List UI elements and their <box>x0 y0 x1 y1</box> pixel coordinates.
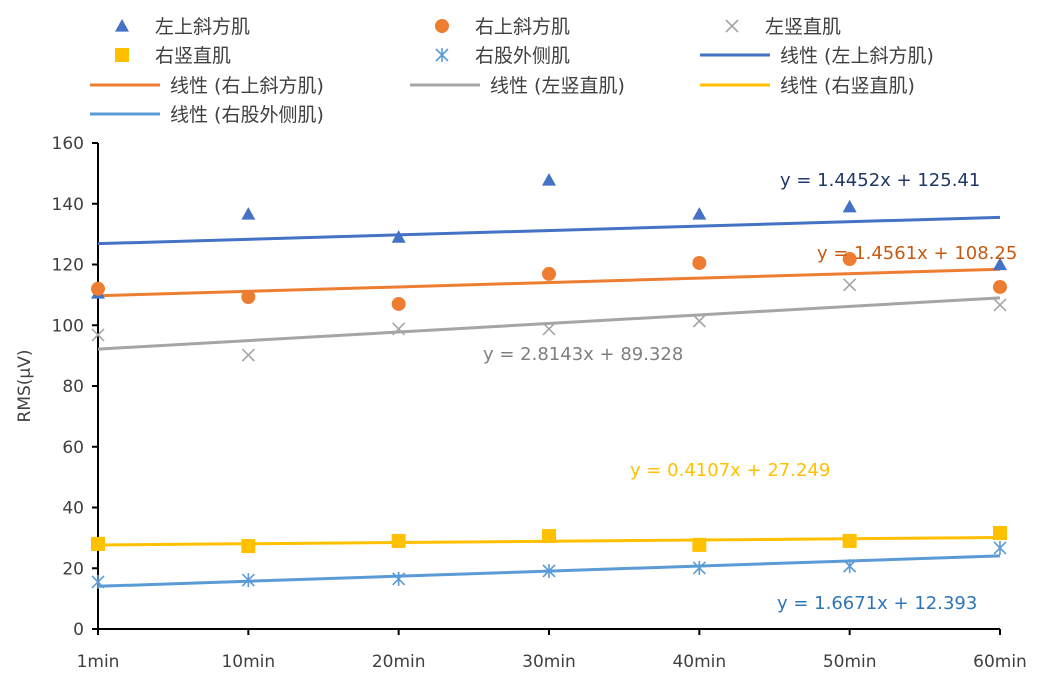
data-point-s2-3 <box>391 296 406 311</box>
trendline-equation: y = 0.4107x + 27.249 <box>630 460 830 481</box>
data-point-s2-4 <box>542 266 556 281</box>
legend-marker <box>115 19 129 32</box>
trendline-equation: y = 1.4561x + 108.25 <box>817 243 1017 264</box>
y-tick-label: 40 <box>62 499 84 519</box>
x-tick-label: 50min <box>823 652 877 672</box>
data-point-s4-2 <box>241 539 256 554</box>
data-point-s1-7 <box>993 257 1007 271</box>
data-point-s4-1 <box>91 536 105 551</box>
data-point-s2-6 <box>842 252 857 267</box>
x-tick-label: 10min <box>221 652 275 672</box>
trendline-equation: y = 2.8143x + 89.328 <box>483 344 683 365</box>
data-point-s4-7 <box>993 526 1007 541</box>
y-tick-label: 100 <box>52 316 84 336</box>
y-tick-label: 60 <box>62 438 84 458</box>
y-tick-label: 120 <box>52 256 84 276</box>
legend-label: 线性 (右竖直肌) <box>780 75 915 97</box>
data-point-s4-6 <box>842 533 857 548</box>
data-point-s3-4 <box>542 322 556 336</box>
y-axis-label: RMS(μV) <box>15 350 35 423</box>
trendline-equation: y = 1.6671x + 12.393 <box>777 593 977 614</box>
data-point-s4-4 <box>542 529 556 544</box>
data-point-s3-1 <box>91 328 105 342</box>
legend-label: 左竖直肌 <box>765 16 841 38</box>
data-point-s2-7 <box>993 279 1007 294</box>
data-point-s1-2 <box>241 207 256 220</box>
y-tick-label: 80 <box>62 377 84 397</box>
legend-label: 左上斜方肌 <box>155 16 250 38</box>
data-point-s3-2 <box>241 348 255 362</box>
legend-label: 右上斜方肌 <box>475 16 570 38</box>
data-point-s3-3 <box>392 322 406 336</box>
data-point-s5-4 <box>542 563 556 578</box>
data-point-s5-6 <box>843 559 857 574</box>
x-tick-label: 20min <box>372 652 426 672</box>
x-tick-label: 30min <box>522 652 576 672</box>
data-point-s1-3 <box>391 230 406 243</box>
legend-label: 线性 (左上斜方肌) <box>780 45 934 67</box>
data-point-s1-5 <box>692 207 707 220</box>
legend-label: 右股外侧肌 <box>475 45 570 67</box>
legend-marker <box>435 48 449 62</box>
trendline-3 <box>97 296 1001 351</box>
data-point-s4-5 <box>692 537 707 552</box>
legend-marker <box>115 48 129 62</box>
data-point-s3-5 <box>692 314 706 328</box>
trendline-equation: y = 1.4452x + 125.41 <box>780 170 980 191</box>
y-tick-label: 20 <box>62 559 84 579</box>
data-point-s2-1 <box>91 281 105 296</box>
data-point-s5-1 <box>91 574 105 589</box>
y-tick-label: 160 <box>52 134 84 154</box>
data-point-s5-7 <box>993 540 1007 555</box>
legend-marker <box>725 19 739 33</box>
legend-label: 线性 (左竖直肌) <box>490 75 625 97</box>
y-tick-label: 140 <box>52 195 84 215</box>
legend-label: 线性 (右上斜方肌) <box>170 75 324 97</box>
data-point-s4-3 <box>391 533 406 548</box>
trendline-1 <box>97 215 1001 246</box>
data-point-s1-6 <box>842 199 857 213</box>
data-point-s3-7 <box>993 298 1007 312</box>
data-point-s5-2 <box>241 573 255 588</box>
data-point-s3-6 <box>843 278 857 292</box>
x-tick-label: 60min <box>973 652 1027 672</box>
y-tick-label: 0 <box>73 620 84 640</box>
data-point-s2-2 <box>241 290 256 305</box>
data-point-s1-4 <box>542 173 556 186</box>
data-point-s2-5 <box>692 255 707 270</box>
x-tick-label: 40min <box>672 652 726 672</box>
data-point-s5-3 <box>392 571 406 586</box>
legend-label: 线性 (右股外侧肌) <box>170 104 324 126</box>
data-point-s5-5 <box>692 560 706 575</box>
x-tick-label: 1min <box>77 652 120 672</box>
legend-label: 右竖直肌 <box>155 45 231 67</box>
legend-marker <box>435 19 449 33</box>
